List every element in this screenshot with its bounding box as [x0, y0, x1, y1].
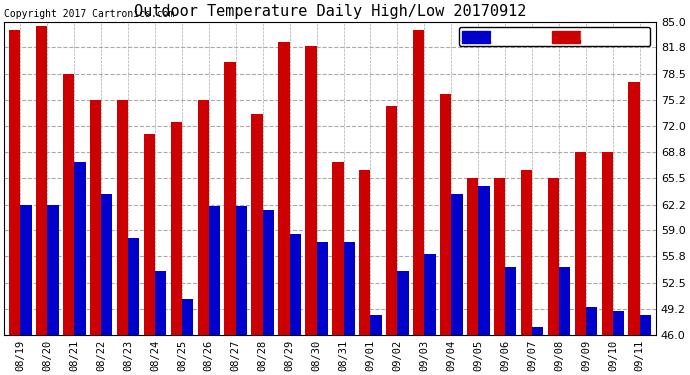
Bar [629, 82, 640, 335]
Bar [47, 205, 59, 335]
Bar [586, 307, 598, 335]
Bar [467, 178, 478, 335]
Bar [144, 134, 155, 335]
Bar [548, 178, 559, 335]
Bar [344, 242, 355, 335]
Bar [36, 26, 47, 335]
Bar [170, 122, 182, 335]
Bar [424, 255, 435, 335]
Bar [505, 267, 516, 335]
Bar [494, 178, 505, 335]
Bar [117, 100, 128, 335]
Bar [209, 206, 220, 335]
Bar [559, 267, 571, 335]
Bar [332, 162, 344, 335]
Bar [305, 46, 317, 335]
Bar [224, 62, 236, 335]
Bar [63, 74, 75, 335]
Bar [413, 30, 424, 335]
Bar [575, 152, 586, 335]
Bar [90, 100, 101, 335]
Bar [197, 100, 209, 335]
Bar [182, 298, 193, 335]
Bar [640, 315, 651, 335]
Bar [155, 270, 166, 335]
Bar [251, 114, 263, 335]
Bar [20, 205, 32, 335]
Bar [278, 42, 290, 335]
Bar [532, 327, 544, 335]
Bar [440, 94, 451, 335]
Bar [521, 170, 532, 335]
Bar [451, 194, 462, 335]
Bar [359, 170, 371, 335]
Bar [128, 238, 139, 335]
Title: Outdoor Temperature Daily High/Low 20170912: Outdoor Temperature Daily High/Low 20170… [134, 4, 526, 19]
Bar [602, 152, 613, 335]
Bar [317, 242, 328, 335]
Bar [9, 30, 20, 335]
Bar [386, 106, 397, 335]
Bar [263, 210, 274, 335]
Bar [290, 234, 301, 335]
Bar [236, 206, 247, 335]
Bar [478, 186, 489, 335]
Text: Copyright 2017 Cartronics.com: Copyright 2017 Cartronics.com [4, 9, 175, 19]
Bar [371, 315, 382, 335]
Bar [75, 162, 86, 335]
Bar [613, 310, 624, 335]
Bar [101, 194, 112, 335]
Bar [397, 270, 408, 335]
Legend: Low  (°F), High  (°F): Low (°F), High (°F) [459, 27, 651, 46]
